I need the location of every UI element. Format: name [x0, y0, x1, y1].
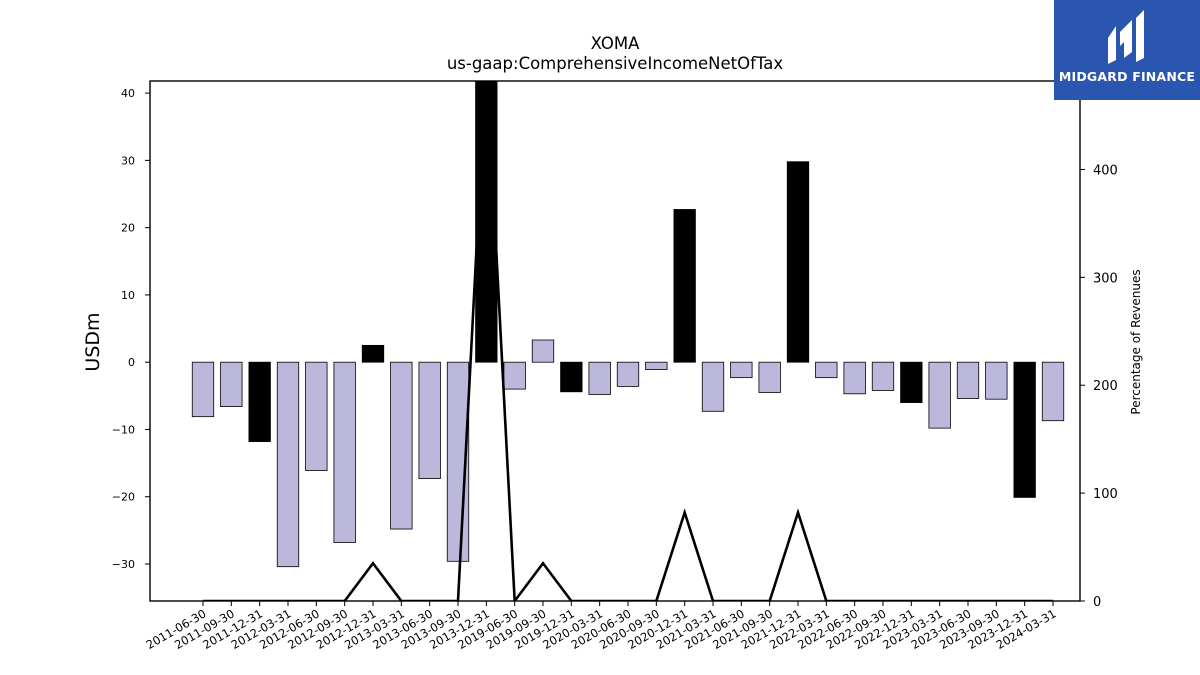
- chart-subtitle: us-gaap:ComprehensiveIncomeNetOfTax: [447, 54, 784, 73]
- brand-logo: MIDGARD FINANCE: [1054, 0, 1200, 100]
- y2-tick-label: 400: [1093, 163, 1118, 178]
- y-tick-label: 0: [128, 356, 135, 369]
- y2-tick-label: 200: [1093, 379, 1118, 394]
- bar-2021-12-31: [786, 161, 810, 363]
- y2-tick-label: 300: [1093, 271, 1118, 286]
- bar-2013-03-31: [390, 361, 413, 530]
- bar-2022-12-31: [900, 361, 923, 403]
- bar-2022-09-30: [871, 361, 895, 391]
- y2-tick-label: 0: [1093, 595, 1101, 610]
- y-tick-label: −20: [112, 491, 135, 504]
- y-tick-label: 40: [121, 87, 135, 100]
- bar-2012-09-30: [333, 361, 356, 543]
- chart-title: XOMA: [591, 34, 640, 53]
- bar-2023-09-30: [985, 361, 1008, 400]
- bar-2011-12-31: [248, 361, 271, 442]
- y-tick-label: 10: [121, 289, 135, 302]
- bar-2011-09-30: [220, 361, 243, 407]
- bar-2013-06-30: [418, 361, 441, 479]
- y-tick-label: 30: [121, 154, 135, 167]
- bar-2019-12-31: [560, 361, 583, 393]
- y-tick-label: −10: [112, 423, 135, 436]
- bar-2020-09-30: [645, 361, 668, 370]
- midgard-logo-icon: [1108, 10, 1144, 64]
- bar-2021-09-30: [758, 361, 781, 393]
- bar-2022-03-31: [815, 361, 838, 379]
- bar-2012-03-31: [276, 361, 300, 568]
- bar-2023-12-31: [1013, 361, 1036, 498]
- bar-2020-12-31: [673, 209, 696, 363]
- percentage-line: [203, 81, 1053, 601]
- bar-2023-06-30: [956, 361, 980, 399]
- y-tick-label: 20: [121, 222, 135, 235]
- bar-series: [191, 81, 1065, 568]
- bar-2019-06-30: [503, 361, 526, 390]
- bar-2024-03-31: [1041, 361, 1065, 422]
- y-axis-label: USDm: [82, 312, 104, 371]
- brand-name: MIDGARD FINANCE: [1058, 69, 1196, 84]
- bar-2022-06-30: [843, 361, 866, 395]
- bar-2012-06-30: [305, 361, 328, 471]
- bar-2012-12-31: [361, 344, 385, 363]
- y2-tick-label: 100: [1093, 487, 1118, 502]
- bar-2019-09-30: [531, 339, 555, 363]
- plot-frame: [149, 80, 1081, 602]
- bar-2021-03-31: [701, 361, 725, 412]
- bar-2021-06-30: [730, 361, 753, 379]
- bar-2011-06-30: [191, 361, 215, 418]
- bar-2023-03-31: [928, 361, 951, 429]
- bar-2020-06-30: [616, 361, 640, 387]
- bar-2020-03-31: [588, 361, 611, 395]
- percentage-line-series: [203, 81, 1053, 601]
- y2-axis-label: Percentage of Revenues: [1129, 269, 1143, 414]
- y-tick-label: −30: [112, 558, 135, 571]
